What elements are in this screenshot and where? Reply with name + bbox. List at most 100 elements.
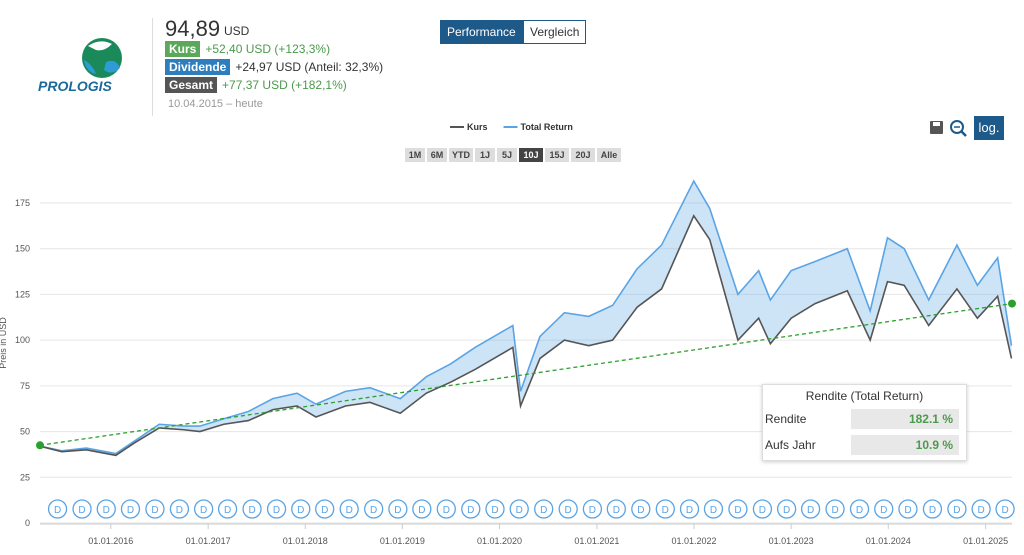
dividend-label: D	[273, 505, 280, 516]
series-line	[39, 214, 1013, 457]
logo-text: PROLOGIS	[38, 78, 113, 94]
dividend-label: D	[856, 505, 863, 516]
dividend-marker	[436, 499, 456, 519]
dividend-label: D	[370, 505, 377, 516]
dividend-label: D	[710, 505, 717, 516]
box-key: Rendite	[765, 412, 807, 426]
badge-label: Gesamt	[165, 77, 218, 93]
y-tick-label: 25	[20, 472, 30, 482]
dividend-marker	[971, 499, 991, 519]
dividend-marker	[728, 499, 748, 519]
dividend-marker	[242, 499, 262, 519]
badge-text: +52,40 USD (+123,3%)	[205, 42, 331, 56]
separator	[152, 18, 153, 116]
legend-label: Kurs	[467, 122, 488, 132]
dividend-label: D	[783, 505, 790, 516]
dividend-marker	[898, 499, 918, 519]
dividend-label: D	[759, 505, 766, 516]
dividend-label: D	[904, 505, 911, 516]
dividend-label: D	[953, 505, 960, 516]
x-tick-label: 01.01.2016	[88, 536, 133, 546]
dividend-marker	[47, 499, 68, 519]
dividend-label: D	[880, 505, 887, 516]
dividend-marker	[266, 499, 287, 519]
y-tick-label: 0	[25, 518, 30, 528]
range-button[interactable]: 1J	[475, 148, 495, 162]
dividend-label: D	[200, 505, 207, 516]
tab[interactable]: Vergleich	[523, 20, 587, 44]
tool-icons[interactable]	[928, 118, 970, 140]
dividend-label: D	[127, 505, 134, 516]
x-tick-label: 01.01.2019	[380, 536, 425, 546]
dividend-label: D	[54, 505, 61, 516]
dividend-label: D	[297, 505, 304, 516]
dividend-marker	[558, 499, 578, 519]
range-button[interactable]: 20J	[571, 148, 595, 162]
box-row: Aufs Jahr 10.9 %	[763, 435, 966, 455]
logo	[82, 38, 122, 78]
dividend-label: D	[224, 505, 231, 516]
tab[interactable]: Performance	[440, 20, 523, 44]
x-tick-label: 01.01.2025	[963, 536, 1008, 546]
y-tick-label: 100	[15, 335, 30, 345]
y-tick-label: 50	[20, 427, 30, 437]
badge-label: Kurs	[165, 41, 201, 57]
dividend-marker	[679, 499, 700, 519]
dividend-marker	[461, 499, 481, 519]
dividend-marker	[509, 499, 529, 519]
dividend-label: D	[151, 505, 158, 516]
legend-label: Total Return	[521, 122, 573, 132]
range-button[interactable]: 6M	[427, 148, 447, 162]
trend-end	[1008, 299, 1016, 308]
dividend-label: D	[807, 505, 814, 516]
dividend-label: D	[346, 505, 353, 516]
x-tick-label: 01.01.2021	[574, 536, 619, 546]
dividend-label: D	[831, 505, 838, 516]
dividend-marker	[534, 499, 554, 519]
dividend-label: D	[589, 505, 596, 516]
badge-text: +24,97 USD (Anteil: 32,3%)	[235, 60, 384, 74]
dividend-label: D	[78, 505, 85, 516]
series-line	[39, 179, 1013, 455]
dividend-label: D	[565, 505, 572, 516]
dividend-label: D	[1001, 505, 1008, 516]
range-button[interactable]: 5J	[497, 148, 517, 162]
box-value: 10.9 %	[851, 435, 959, 455]
badge-row: Gesamt +77,37 USD (+182,1%)	[165, 77, 347, 93]
x-tick-label: 01.01.2022	[672, 536, 717, 546]
range-button[interactable]: 1M	[405, 148, 425, 162]
dividend-label: D	[734, 505, 741, 516]
dividend-marker	[364, 499, 384, 519]
dividend-marker	[291, 499, 311, 519]
range-button[interactable]: YTD	[449, 148, 473, 162]
x-tick-label: 01.01.2024	[866, 536, 911, 546]
dividend-marker	[145, 499, 165, 519]
dividend-marker	[606, 499, 626, 519]
returns-box: Rendite (Total Return) Rendite 182.1 % Auf…	[762, 384, 967, 461]
y-tick-label: 150	[15, 244, 30, 254]
dividend-marker	[315, 499, 335, 519]
log-button[interactable]: log.	[974, 116, 1004, 140]
range-button[interactable]: 15J	[545, 148, 569, 162]
x-tick-label: 01.01.2017	[186, 536, 231, 546]
dividend-marker	[485, 499, 505, 519]
dividend-label: D	[637, 505, 644, 516]
dividend-label: D	[103, 505, 110, 516]
dividend-label: D	[418, 505, 425, 516]
dividend-label: D	[248, 505, 255, 516]
dividend-marker	[339, 499, 359, 519]
dividend-marker	[120, 499, 141, 519]
dividend-marker	[874, 499, 894, 519]
x-tick-label: 01.01.2018	[283, 536, 328, 546]
dividend-marker	[217, 499, 238, 519]
price: 94,89	[165, 16, 221, 41]
range-button[interactable]: Alle	[597, 148, 621, 162]
dividend-marker	[631, 499, 651, 519]
badge-label: Dividende	[165, 59, 231, 75]
range-button[interactable]: 10J	[519, 148, 543, 162]
dividend-label: D	[929, 505, 936, 516]
dividend-label: D	[394, 505, 401, 516]
box-key: Aufs Jahr	[765, 438, 816, 452]
y-axis-label: Preis in USD	[0, 317, 8, 369]
